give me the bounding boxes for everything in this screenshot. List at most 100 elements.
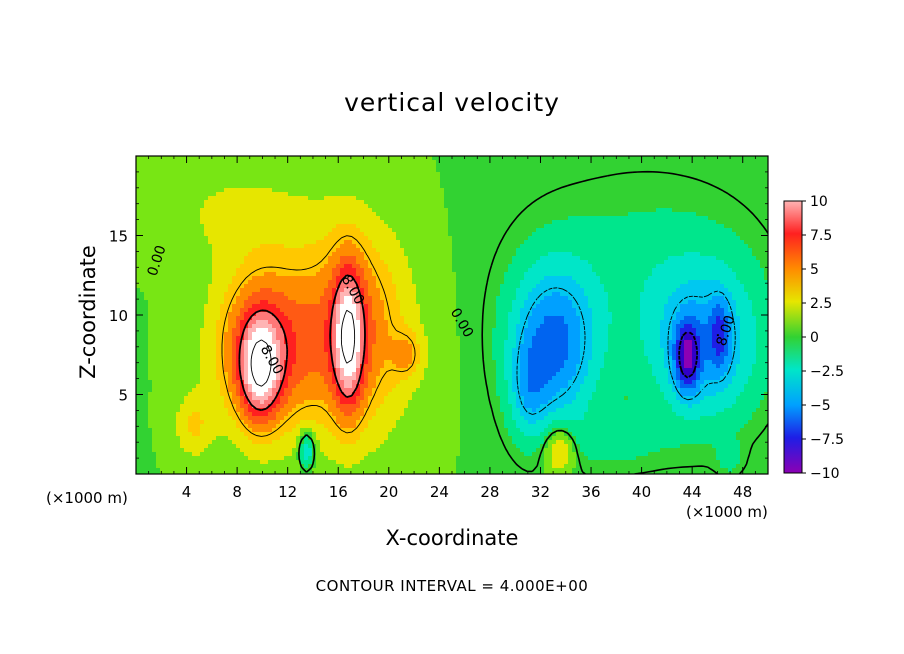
field-cell xyxy=(244,396,249,401)
field-cell xyxy=(188,388,193,393)
field-cell xyxy=(332,444,337,449)
field-cell xyxy=(352,300,357,305)
field-cell xyxy=(312,416,317,421)
field-cell xyxy=(184,432,189,437)
field-cell xyxy=(380,356,385,361)
field-cell xyxy=(272,260,277,265)
field-cell xyxy=(328,428,333,433)
field-cell xyxy=(212,256,217,261)
field-cell xyxy=(344,256,349,261)
field-cell xyxy=(316,436,321,441)
field-cell xyxy=(212,456,217,461)
field-cell xyxy=(152,344,157,349)
field-cell xyxy=(296,300,301,305)
field-cell xyxy=(176,316,181,321)
field-cell xyxy=(180,292,185,297)
field-cell xyxy=(224,400,229,405)
field-cell xyxy=(220,328,225,333)
field-cell xyxy=(172,416,177,421)
field-cell xyxy=(292,392,297,397)
field-cell xyxy=(336,200,341,205)
field-cell xyxy=(312,228,317,233)
field-cell xyxy=(312,300,317,305)
field-cell xyxy=(276,416,281,421)
field-cell xyxy=(196,284,201,289)
field-cell xyxy=(352,460,357,465)
field-cell xyxy=(356,280,361,285)
field-cell xyxy=(152,340,157,345)
field-cell xyxy=(372,460,377,465)
field-cell xyxy=(276,292,281,297)
field-cell xyxy=(280,196,285,201)
field-cell xyxy=(320,232,325,237)
field-cell xyxy=(284,264,289,269)
field-cell xyxy=(160,304,165,309)
field-cell xyxy=(232,332,237,337)
field-cell xyxy=(148,444,153,449)
field-cell xyxy=(204,356,209,361)
field-cell xyxy=(376,352,381,357)
field-cell xyxy=(288,336,293,341)
field-cell xyxy=(248,472,253,474)
field-cell xyxy=(276,220,281,225)
field-cell xyxy=(276,316,281,321)
field-cell xyxy=(376,340,381,345)
field-cell xyxy=(228,244,233,249)
field-cell xyxy=(140,232,145,237)
field-cell xyxy=(344,184,349,189)
field-cell xyxy=(260,240,265,245)
field-cell xyxy=(208,176,213,181)
field-cell xyxy=(300,332,305,337)
field-cell xyxy=(140,160,145,165)
field-cell xyxy=(372,288,377,293)
field-cell xyxy=(268,468,273,473)
field-cell xyxy=(184,304,189,309)
field-cell xyxy=(368,208,373,213)
field-cell xyxy=(376,344,381,349)
field-cell xyxy=(204,340,209,345)
field-cell xyxy=(304,200,309,205)
field-cell xyxy=(208,304,213,309)
field-cell xyxy=(372,364,377,369)
field-cell xyxy=(216,168,221,173)
field-cell xyxy=(252,280,257,285)
field-cell xyxy=(324,376,329,381)
field-cell xyxy=(172,204,177,209)
field-cell xyxy=(252,172,257,177)
field-cell xyxy=(236,424,241,429)
field-cell xyxy=(188,292,193,297)
field-cell xyxy=(208,428,213,433)
field-cell xyxy=(188,260,193,265)
field-cell xyxy=(356,260,361,265)
field-cell xyxy=(288,376,293,381)
field-cell xyxy=(252,368,257,373)
field-cell xyxy=(156,236,161,241)
field-cell xyxy=(252,380,257,385)
field-cell xyxy=(232,224,237,229)
field-cell xyxy=(148,284,153,289)
field-cell xyxy=(348,176,353,181)
field-cell xyxy=(136,224,141,229)
field-cell xyxy=(328,356,333,361)
field-cell xyxy=(352,216,357,221)
field-cell xyxy=(272,220,277,225)
field-cell xyxy=(160,432,165,437)
field-cell xyxy=(148,288,153,293)
field-cell xyxy=(256,396,261,401)
field-cell xyxy=(376,324,381,329)
field-cell xyxy=(164,444,169,449)
field-cell xyxy=(316,244,321,249)
field-cell xyxy=(168,420,173,425)
field-cell xyxy=(316,440,321,445)
field-cell xyxy=(372,444,377,449)
field-cell xyxy=(240,424,245,429)
field-cell xyxy=(336,252,341,257)
field-cell xyxy=(284,200,289,205)
field-cell xyxy=(176,464,181,469)
field-cell xyxy=(228,420,233,425)
field-cell xyxy=(168,364,173,369)
field-cell xyxy=(288,360,293,365)
field-cell xyxy=(380,472,385,474)
field-cell xyxy=(308,352,313,357)
field-cell xyxy=(228,216,233,221)
